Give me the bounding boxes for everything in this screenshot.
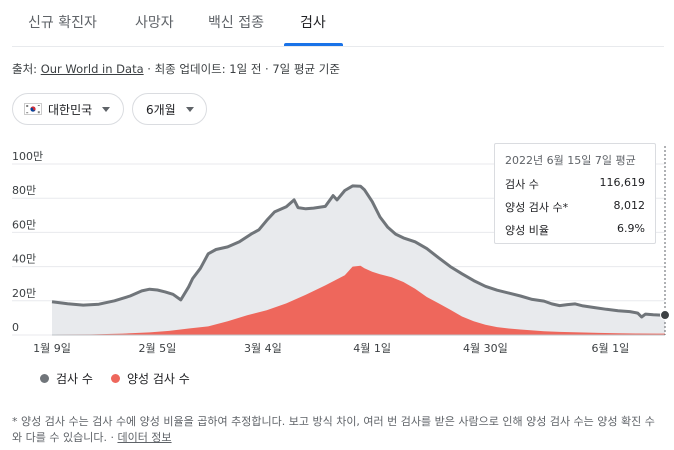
y-tick-label: 80만 [12, 184, 36, 197]
legend-dot-positive [110, 374, 120, 383]
legend-label-tests: 검사 수 [56, 372, 93, 386]
tests-line [51, 184, 665, 319]
tooltip-value: 6.9% [617, 222, 645, 235]
footnote-text: * 양성 검사 수는 검사 수에 양성 비율을 곱하여 추정합니다. 보고 방식… [12, 415, 655, 444]
korea-flag-icon [24, 103, 42, 115]
country-dropdown[interactable]: 대한민국 [12, 93, 124, 125]
tooltip-label: 양성 검사 수* [505, 201, 569, 214]
period-dropdown[interactable]: 6개월 [132, 93, 207, 125]
tests-area [52, 185, 665, 335]
x-tick-label: 2월 5일 [139, 341, 177, 355]
footnote: * 양성 검사 수는 검사 수에 양성 비율을 곱하여 추정합니다. 보고 방식… [12, 414, 662, 446]
period-label: 6개월 [146, 102, 176, 117]
tooltip-row-positive: 양성 검사 수* 8,012 [505, 199, 645, 215]
source-link[interactable]: Our World in Data [40, 62, 144, 76]
tooltip-label: 양성 비율 [505, 224, 549, 237]
tooltip-label: 검사 수 [505, 178, 539, 191]
chart-legend: 검사 수 양성 검사 수 [40, 370, 190, 387]
footnote-separator: · [106, 431, 118, 444]
tab-deaths[interactable]: 사망자 [135, 15, 174, 31]
chevron-down-icon [102, 106, 111, 112]
x-tick-label: 4월 1일 [353, 341, 391, 355]
y-tick-label: 0 [12, 321, 19, 334]
tooltip-value: 8,012 [613, 199, 646, 212]
x-tick-label: 1월 9일 [33, 341, 71, 355]
chart-tooltip: 2022년 6월 15일 7일 평균 검사 수 116,619 양성 검사 수*… [494, 143, 656, 244]
x-tick-label: 3월 4일 [244, 341, 282, 355]
source-suffix: · 최종 업데이트: 1일 전 · 7일 평균 기준 [143, 62, 340, 76]
legend-dot-tests [40, 374, 49, 383]
tooltip-date: 2022년 6월 15일 7일 평균 [505, 154, 636, 167]
y-tick-label: 40만 [12, 253, 36, 266]
chevron-down-icon [185, 106, 194, 112]
data-info-link[interactable]: 데이터 정보 [117, 431, 172, 444]
tab-vaccinations[interactable]: 백신 접종 [208, 15, 264, 31]
tooltip-value: 116,619 [599, 176, 646, 189]
positive-area [52, 265, 665, 335]
x-tick-label: 6월 1일 [591, 341, 629, 355]
tooltip-row-rate: 양성 비율 6.9% [505, 222, 645, 238]
y-tick-label: 20만 [12, 287, 36, 300]
y-tick-label: 60만 [12, 218, 36, 231]
hover-dot [660, 310, 670, 321]
tab-bar: 신규 확진자 사망자 백신 접종 검사 [12, 0, 664, 47]
source-prefix: 출처: [12, 62, 41, 76]
tab-new-cases[interactable]: 신규 확진자 [28, 15, 97, 31]
legend-label-positive: 양성 검사 수 [126, 372, 190, 386]
active-tab-indicator [284, 43, 343, 46]
tab-testing[interactable]: 검사 [300, 15, 326, 31]
source-line: 출처: Our World in Data · 최종 업데이트: 1일 전 · … [12, 61, 340, 77]
x-tick-label: 4월 30일 [463, 341, 508, 355]
tooltip-row-tests: 검사 수 116,619 [505, 176, 645, 192]
testing-chart: 0 20만 40만 60만 80만 100만 1월 9일 2월 5일 3월 4일 4월 1일 4월 … [12, 146, 670, 355]
y-tick-label: 100만 [12, 150, 43, 163]
country-label: 대한민국 [48, 102, 93, 117]
